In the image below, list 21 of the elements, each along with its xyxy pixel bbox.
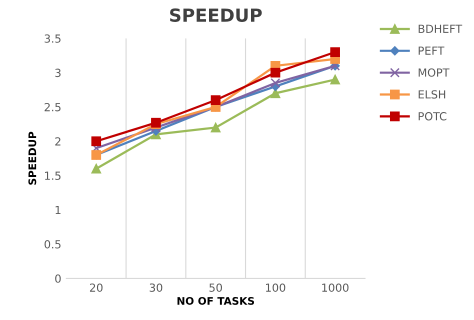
x-tick-label: 50 (209, 283, 222, 292)
chart-title: SPEEDUP (170, 8, 262, 22)
y-tick-label: 3 (55, 68, 61, 78)
legend-label: PEFT (418, 46, 444, 55)
x-axis-title: NO OF TASKS (178, 296, 254, 305)
legend-label: MOPT (418, 68, 450, 77)
y-tick-label: 1.5 (45, 172, 61, 180)
x-tick-label: 1000 (322, 283, 349, 292)
x-tick-label: 20 (90, 283, 103, 292)
x-tick-label: 30 (150, 283, 162, 292)
y-tick-label: 0 (55, 274, 61, 283)
legend-label: POTC (418, 112, 446, 120)
y-tick-label: 2 (55, 137, 60, 146)
x-tick-label: 100 (266, 283, 286, 292)
y-tick-label: 0.5 (44, 240, 61, 248)
legend-label: BDHEFT (418, 24, 462, 33)
y-axis-title: SPEEDUP (28, 132, 36, 185)
y-tick-label: 1 (56, 206, 60, 214)
y-tick-label: 3.5 (44, 34, 61, 43)
y-tick-label: 2.5 (44, 102, 61, 112)
legend-label: ELSH (418, 90, 446, 99)
